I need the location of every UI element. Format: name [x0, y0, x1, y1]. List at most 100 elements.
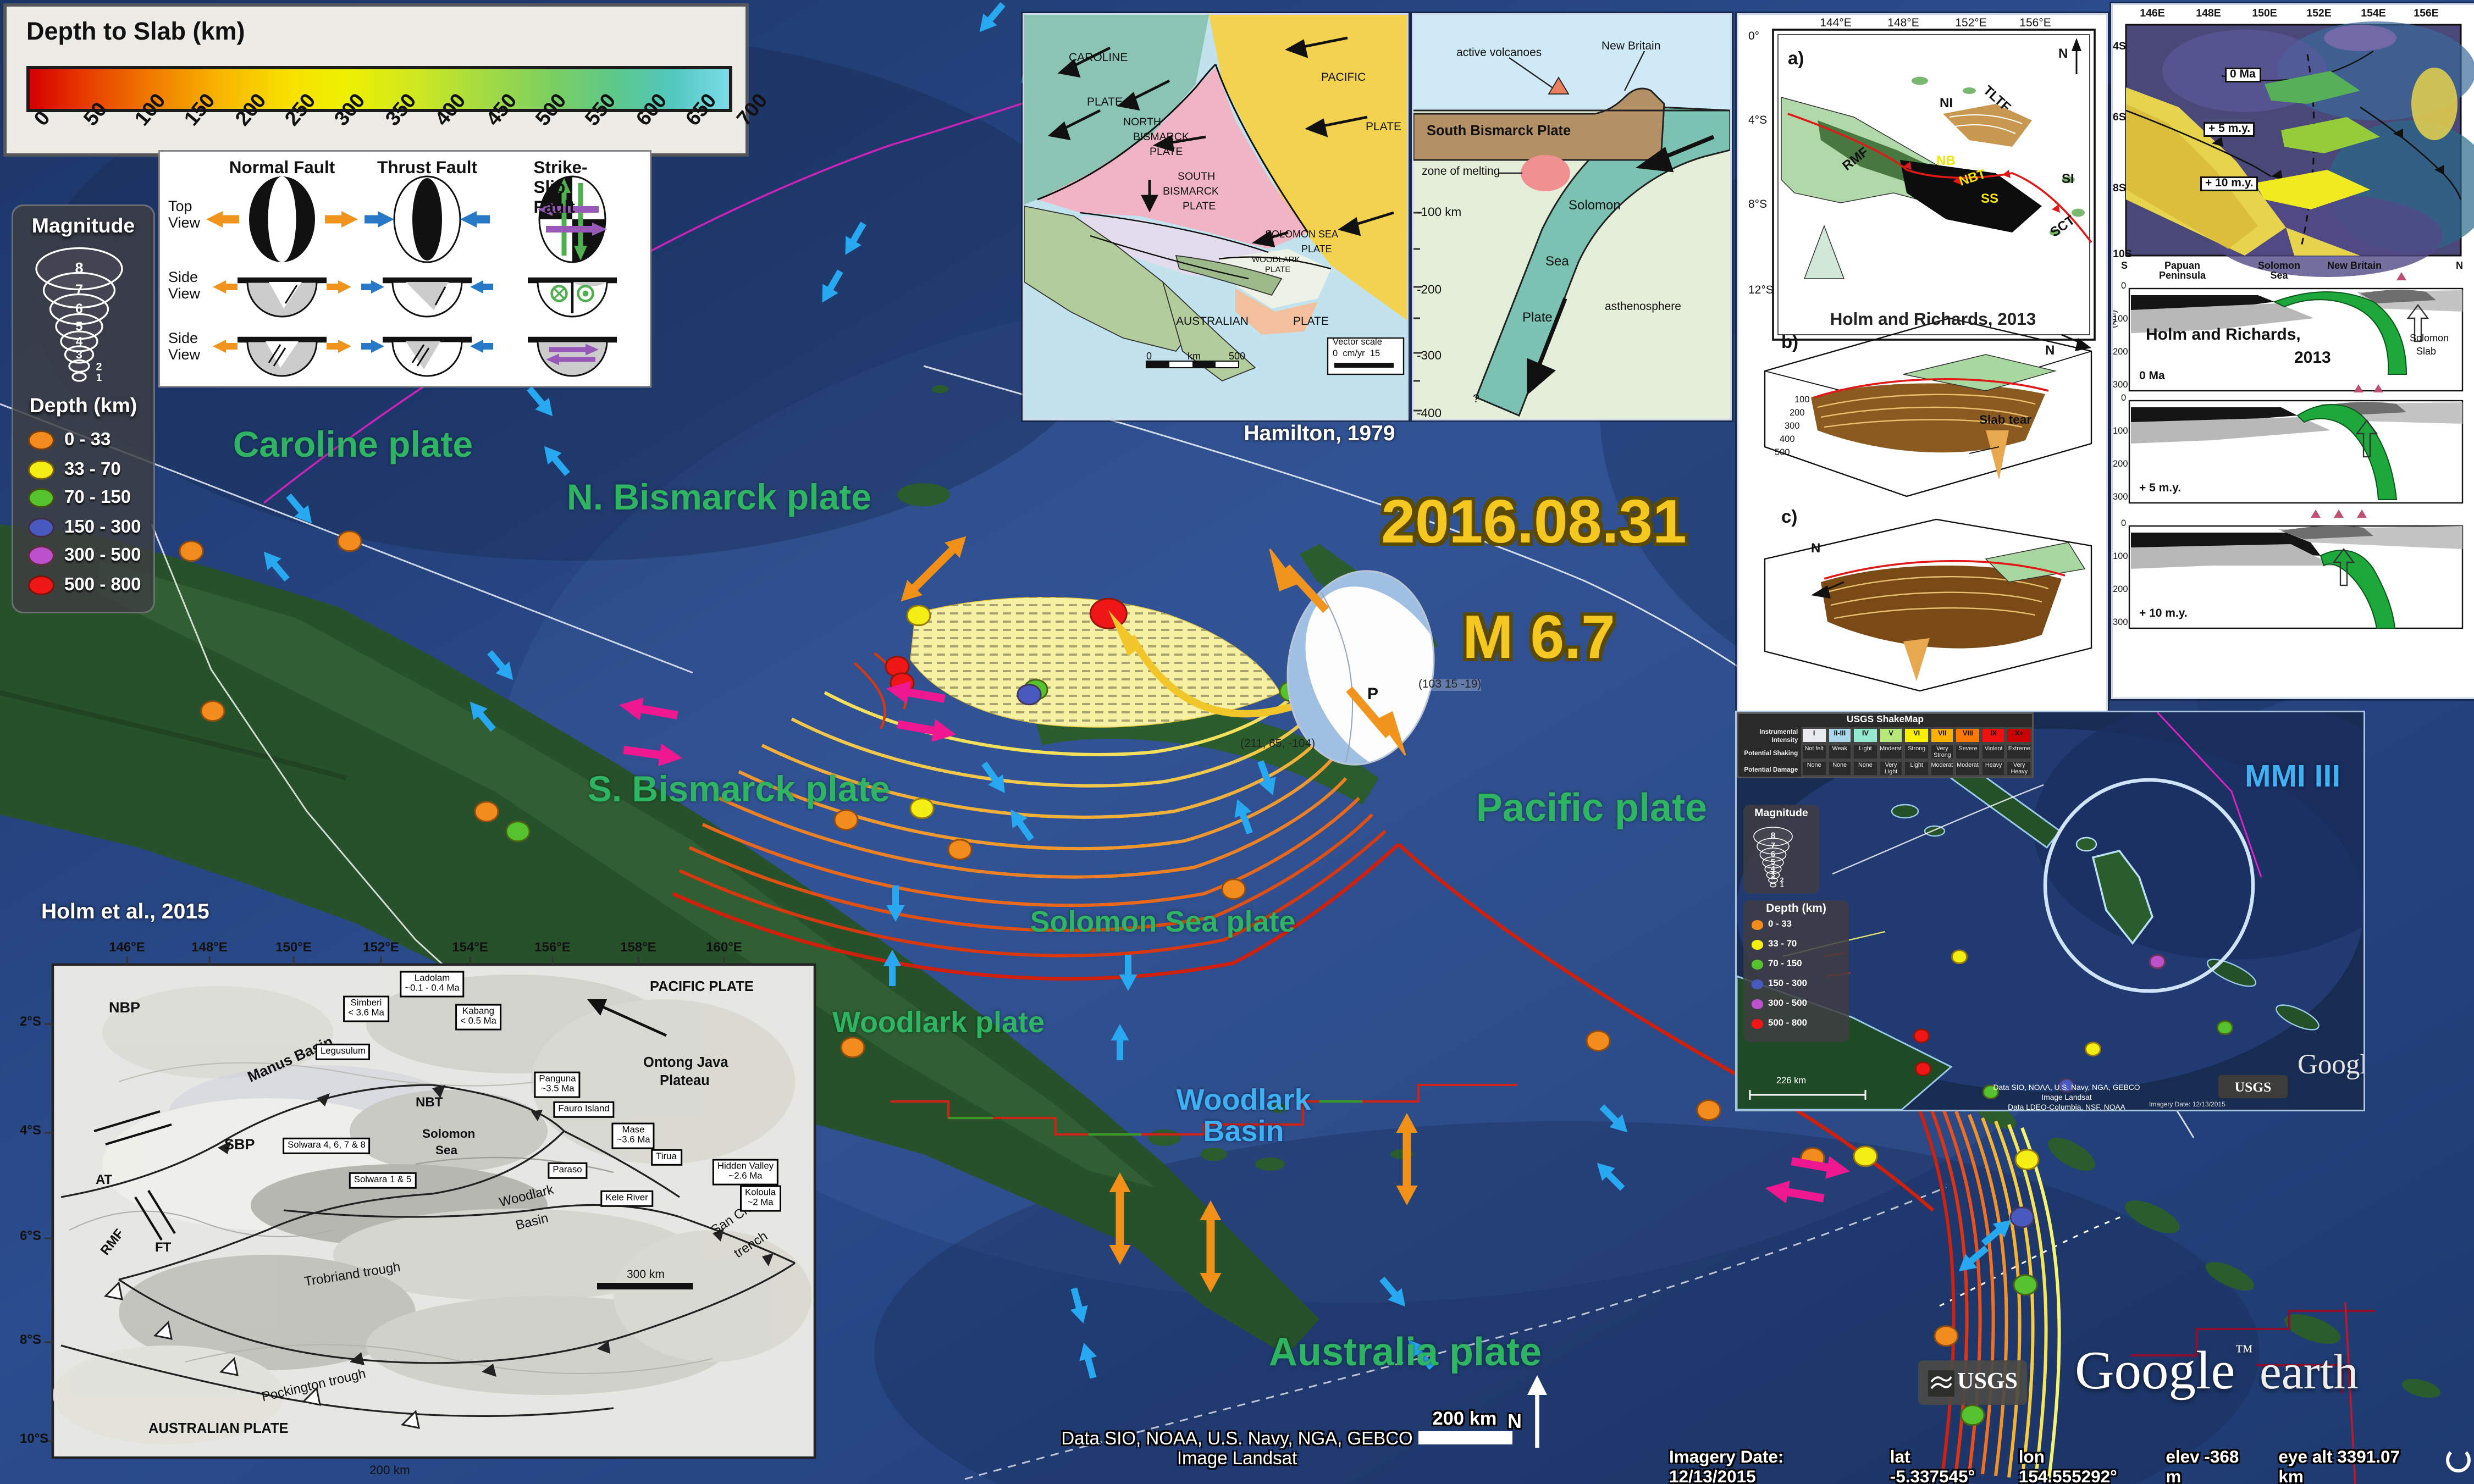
- label: 4°S: [1748, 115, 1768, 127]
- label: SS: [1981, 191, 1999, 206]
- label: + 5 m.y.: [2139, 483, 2182, 495]
- earthquake-dot: [906, 605, 931, 625]
- epicenter-dot: [1089, 597, 1128, 629]
- evolution-svg: [2125, 21, 2474, 629]
- earthquake-dot: [474, 801, 499, 822]
- label: PACIFIC PLATE: [650, 978, 754, 994]
- depth-legend-item: 0 - 33: [28, 430, 111, 450]
- epicenter-pointer-arrow: [1128, 634, 1296, 718]
- label: 6°S: [20, 1228, 41, 1243]
- label: BISMARCK: [1163, 186, 1219, 198]
- label: + 10 m.y.: [2139, 608, 2188, 620]
- earthquake-dot: [337, 530, 362, 551]
- convergence-arrow: [845, 222, 866, 255]
- earthquake-dot: [840, 1037, 865, 1057]
- deposit-callout: Koloula ~2 Ma: [739, 1185, 781, 1212]
- label: 158°E: [620, 940, 656, 955]
- label: 200: [2113, 585, 2128, 595]
- hamilton-credit: Hamilton, 1979: [1244, 420, 1395, 445]
- label: 154°E: [452, 940, 488, 955]
- svg-text:5: 5: [75, 319, 82, 334]
- convergence-arrow: [886, 885, 905, 922]
- earthquake-dot: [2009, 1206, 2035, 1227]
- convergence-arrow: [822, 269, 843, 303]
- label: 300: [2113, 618, 2128, 628]
- label: CAROLINE: [1069, 53, 1128, 64]
- label: 100: [1794, 396, 1810, 406]
- svg-text:7: 7: [1771, 841, 1775, 850]
- north-label: N: [1507, 1410, 1522, 1433]
- svg-text:6: 6: [75, 302, 83, 317]
- label: 0: [1146, 353, 1152, 363]
- label: N: [2456, 262, 2464, 272]
- usgs-wave-icon: [1928, 1369, 1954, 1396]
- label: 0: [2121, 394, 2127, 404]
- svg-text:3: 3: [76, 349, 82, 362]
- label: 2°S: [20, 1014, 41, 1029]
- label: Slab tear: [1979, 412, 2032, 427]
- magnitude-legend-title: Magnitude: [31, 214, 135, 237]
- convergence-arrow: [1597, 1162, 1625, 1191]
- convergence-arrow: [1958, 1245, 1989, 1272]
- vector-scale-label: Vector scale: [1333, 338, 1382, 348]
- nodal-plane-2: (211, 85, -104): [1240, 739, 1316, 750]
- label: Sea: [1545, 254, 1569, 269]
- convergence-arrow: [1079, 1343, 1097, 1379]
- svg-text:3: 3: [1771, 870, 1775, 878]
- mmi-contour-label: MMI III: [2245, 760, 2341, 795]
- label: 200: [2113, 348, 2128, 358]
- label: 300: [1785, 422, 1800, 432]
- mmi-earthquake-dot: [1951, 949, 1968, 964]
- convergence-arrow: [1379, 1276, 1406, 1307]
- label: 200: [2113, 460, 2128, 470]
- earthquake-dot: [179, 540, 204, 561]
- svg-text:1: 1: [1780, 882, 1784, 889]
- fault-row-label: Side View: [168, 330, 201, 363]
- earthquake-dot: [1853, 1145, 1878, 1166]
- mmi-depth-item: 0 - 33: [1752, 920, 1792, 930]
- label: -300: [1417, 348, 1442, 363]
- label: 154E: [2361, 8, 2386, 20]
- deposit-callout: Ladolam ~0.1 - 0.4 Ma: [400, 971, 465, 998]
- label: ?: [1473, 394, 1479, 406]
- scale-bar-label: 200 km: [1432, 1410, 1497, 1430]
- label: 146°E: [109, 940, 145, 955]
- label: 160°E: [706, 940, 742, 955]
- label: PLATE: [1087, 97, 1123, 109]
- mmi-depth-item: 70 - 150: [1752, 960, 1802, 970]
- label: 152°E: [363, 940, 399, 955]
- label: Solomon Sea: [2258, 262, 2301, 283]
- label: 6S: [2113, 112, 2126, 124]
- label: SI: [2062, 171, 2074, 186]
- mmi-dot-layer: [1737, 712, 2363, 1110]
- status-lon: lon 154.555292°: [2018, 1448, 2117, 1484]
- label: FT: [155, 1240, 172, 1255]
- label: Solomon: [2410, 335, 2449, 345]
- label: Papuan Peninsula: [2159, 262, 2206, 283]
- label: Plate: [1522, 310, 1553, 325]
- label: a): [1788, 49, 1804, 69]
- label: Slab: [2416, 348, 2437, 358]
- deposit-callout: Solwara 4, 6, 7 & 8: [283, 1137, 371, 1155]
- label: S: [2121, 262, 2128, 272]
- label: 0 Ma: [2225, 68, 2261, 84]
- holm-a-credit: Holm and Richards, 2013: [1830, 310, 2036, 330]
- convergence-arrow: [981, 761, 1005, 794]
- label: b): [1781, 333, 1799, 353]
- label: 2013: [2294, 350, 2331, 368]
- holm-richards-panel: 144°E 148°E 152°E 156°E 0° 4°S 8°S 12°S a) N NI TLT…: [1737, 13, 2108, 729]
- label: 300: [2113, 493, 2128, 503]
- label: 500: [1775, 448, 1790, 458]
- hamilton-map-svg: [1024, 15, 1407, 382]
- label: + 10 m.y.: [2200, 176, 2258, 192]
- label: 146E: [2140, 8, 2165, 20]
- label: N: [2045, 343, 2055, 358]
- svg-text:4: 4: [76, 335, 83, 348]
- mmi-usgs-logo: USGS: [2218, 1075, 2288, 1098]
- label: 10°S: [20, 1431, 49, 1446]
- earthquake-dot: [947, 839, 973, 860]
- deposit-callout: Solwara 1 & 5: [349, 1172, 417, 1189]
- convergence-arrow: [1257, 760, 1276, 796]
